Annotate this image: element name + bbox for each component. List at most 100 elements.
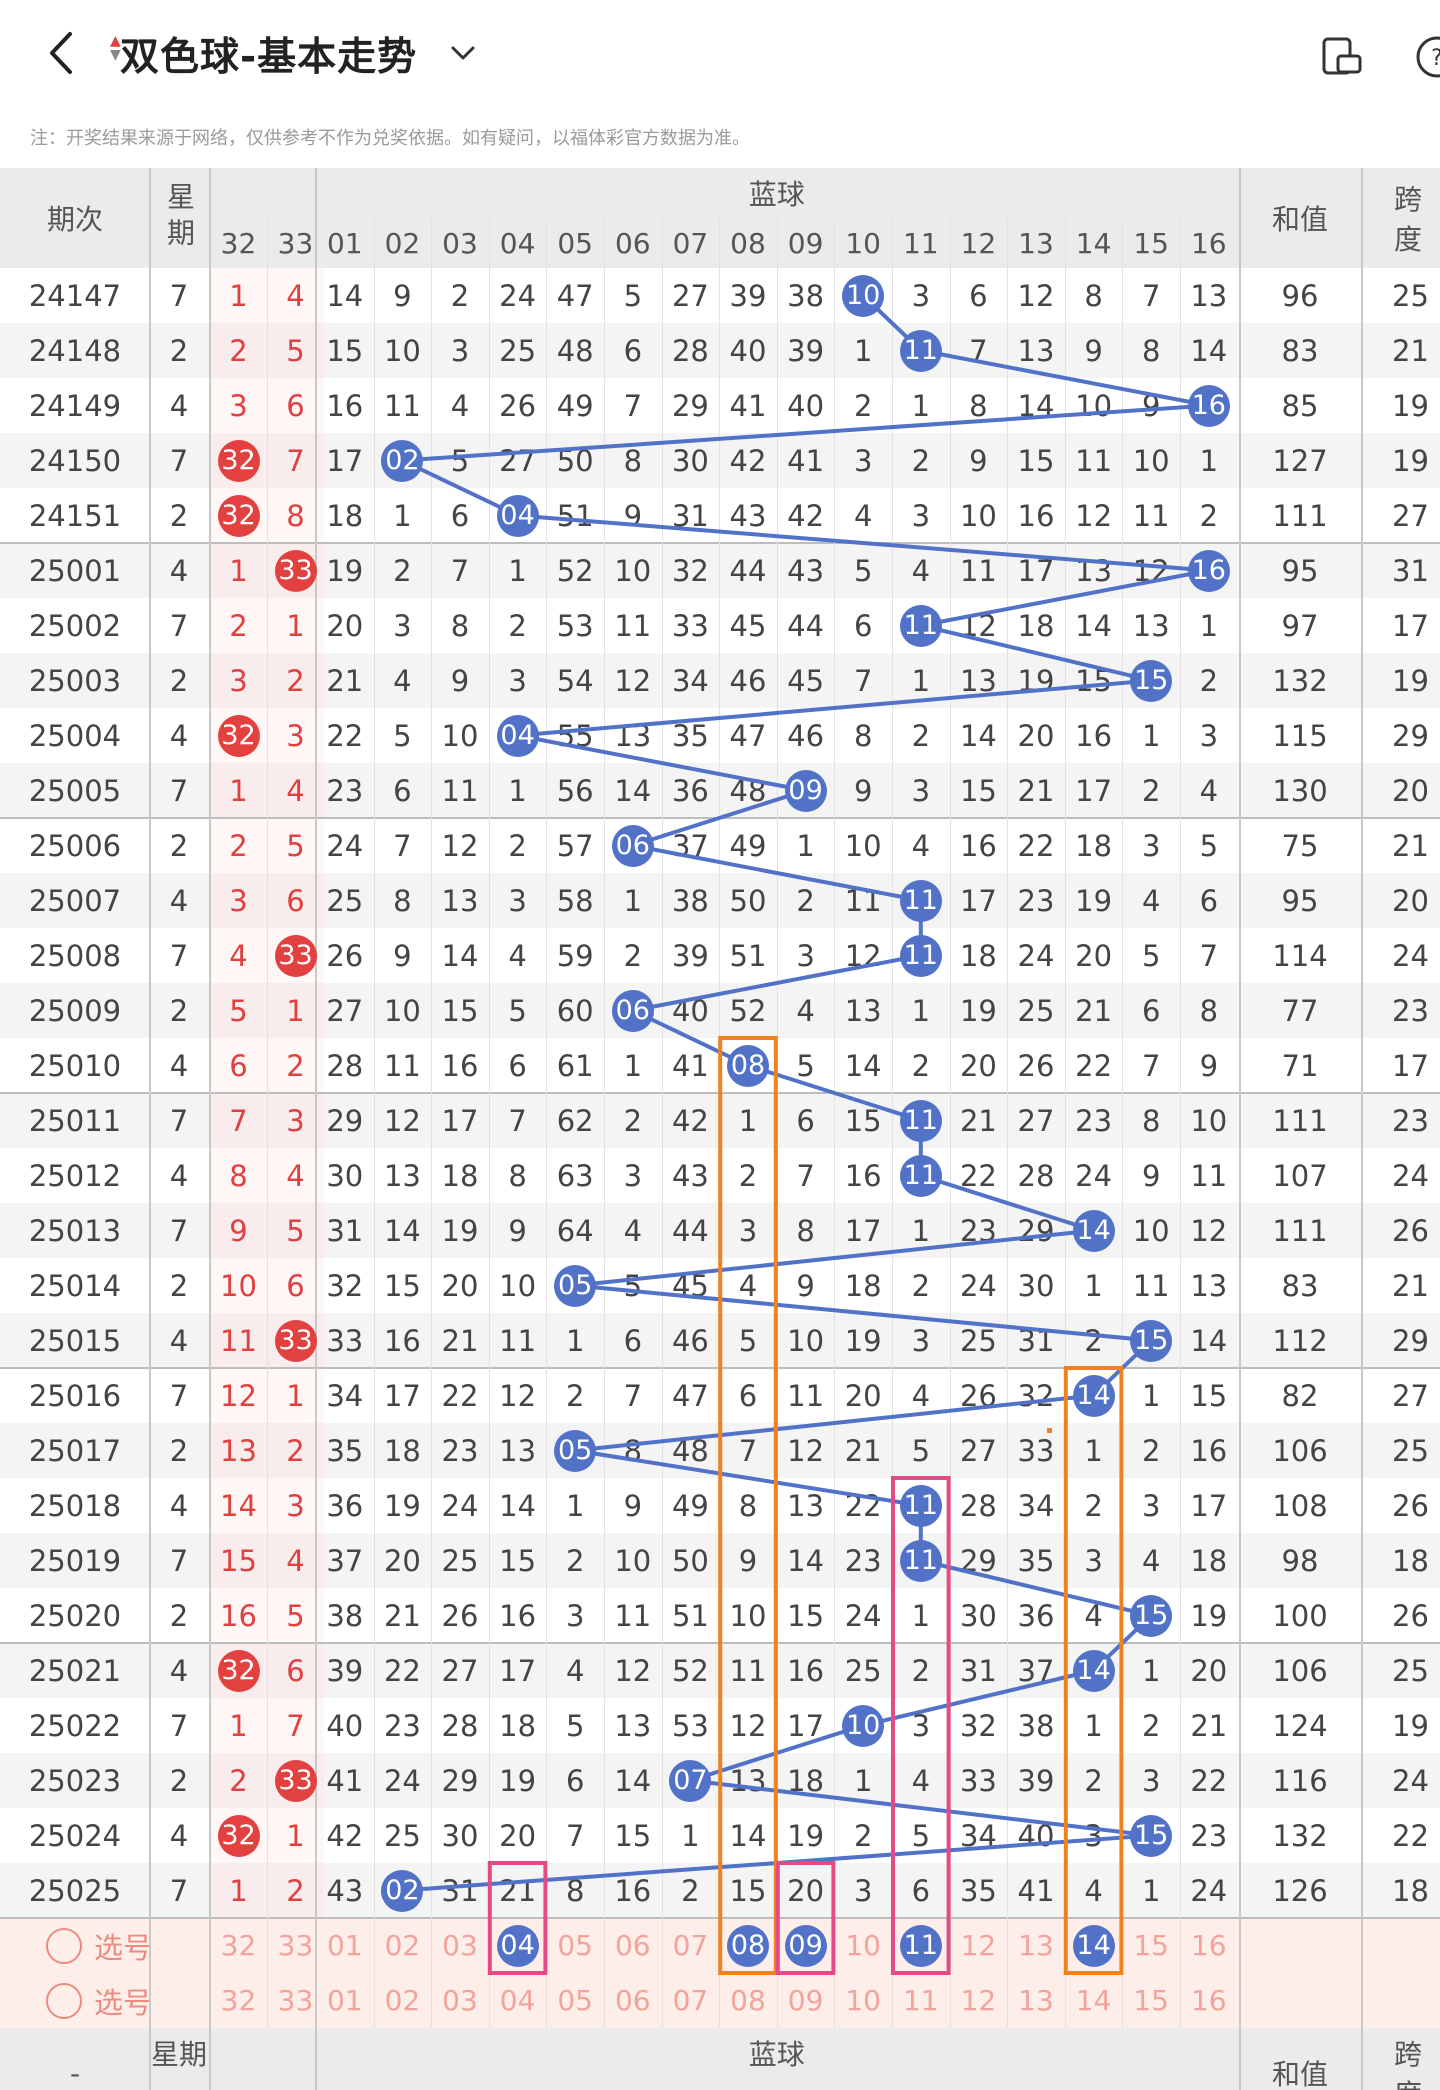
- pick-label-text: 选号: [94, 1985, 153, 2020]
- pick-blue-13[interactable]: 13: [1018, 1929, 1054, 1962]
- weekday: 4: [169, 1323, 189, 1358]
- blue-miss-count: 1: [1199, 608, 1219, 643]
- pick-blue-06[interactable]: 06: [614, 1929, 651, 1962]
- pick-blue-selected[interactable]: 14: [1072, 1924, 1115, 1967]
- pick-selector[interactable]: 选号: [46, 1973, 246, 2028]
- blue-miss-count: 15: [441, 993, 479, 1028]
- pick-blue-10[interactable]: 10: [845, 1984, 881, 2017]
- blue-miss-count: 32: [959, 1708, 997, 1743]
- blue-ball-hit: 11: [899, 1484, 942, 1527]
- pick-blue-selected[interactable]: 11: [899, 1924, 942, 1967]
- blue-ball-hit: 08: [727, 1044, 769, 1087]
- blue-miss-count: 3: [393, 608, 412, 643]
- blue-miss-count: 38: [671, 883, 709, 918]
- blue-miss-count: 18: [499, 1708, 537, 1743]
- blue-miss-count: 11: [614, 1598, 652, 1633]
- blue-miss-count: 41: [671, 1048, 709, 1083]
- blue-miss-count: 2: [911, 443, 931, 478]
- pick-blue-16[interactable]: 16: [1190, 1929, 1227, 1962]
- pick-red-33[interactable]: 33: [277, 1929, 314, 1962]
- pick-red-33[interactable]: 33: [277, 1984, 314, 2017]
- sum-value: 111: [1272, 1213, 1328, 1248]
- weekday: 2: [169, 1268, 189, 1303]
- blue-miss-count: 15: [729, 1873, 767, 1908]
- blue-miss-count: 2: [393, 553, 412, 588]
- red-miss-count: 8: [229, 1158, 248, 1193]
- blue-miss-count: 8: [738, 1488, 758, 1523]
- blue-miss-count: 15: [959, 773, 997, 808]
- pick-blue-02[interactable]: 02: [384, 1984, 421, 2017]
- blue-miss-count: 10: [441, 718, 479, 753]
- sort-arrows-icon[interactable]: ▲ ▼: [110, 33, 121, 63]
- blue-miss-count: 4: [565, 1653, 585, 1688]
- pick-blue-12[interactable]: 12: [960, 1984, 997, 2017]
- issue-number: 25022: [28, 1708, 122, 1743]
- pick-blue-10[interactable]: 10: [845, 1929, 881, 1962]
- pick-blue-16[interactable]: 16: [1190, 1984, 1227, 2017]
- blue-miss-count: 5: [393, 718, 412, 753]
- pick-blue-13[interactable]: 13: [1018, 1984, 1054, 2017]
- pick-blue-02[interactable]: 02: [384, 1929, 421, 1962]
- blue-miss-count: 15: [1190, 1378, 1228, 1413]
- pick-blue-06[interactable]: 06: [614, 1984, 651, 2017]
- chevron-down-icon[interactable]: [446, 36, 480, 70]
- blue-ball-hit: 11: [899, 1154, 942, 1197]
- col-header-span[interactable]: 跨度: [1394, 183, 1423, 256]
- blue-miss-count: 35: [959, 1873, 997, 1908]
- col-header-blue-11: 11: [902, 226, 939, 260]
- blue-miss-count: 10: [959, 498, 997, 533]
- pick-blue-05[interactable]: 05: [557, 1984, 593, 2017]
- pick-blue-selected[interactable]: 08: [727, 1924, 769, 1967]
- pick-blue-12[interactable]: 12: [960, 1929, 997, 1962]
- pick-red-32[interactable]: 32: [220, 1984, 257, 2017]
- pick-blue-11[interactable]: 11: [902, 1984, 939, 2017]
- red-miss-count: 14: [220, 1488, 257, 1523]
- blue-miss-count: 2: [853, 388, 873, 423]
- red-miss-count: 5: [286, 828, 305, 863]
- blue-miss-count: 23: [1075, 1103, 1113, 1138]
- col-header-issue[interactable]: 期次: [46, 203, 103, 236]
- pick-blue-04[interactable]: 04: [499, 1984, 536, 2017]
- pick-blue-selected[interactable]: 04: [496, 1924, 539, 1967]
- blue-miss-count: 20: [787, 1873, 825, 1908]
- blue-miss-count: 15: [844, 1103, 882, 1138]
- blue-miss-count: 9: [969, 443, 988, 478]
- pick-blue-09[interactable]: 09: [787, 1984, 824, 2017]
- blue-miss-count: 34: [959, 1818, 997, 1853]
- span-value: 24: [1392, 938, 1429, 973]
- blue-miss-count: 9: [393, 278, 412, 313]
- blue-miss-count: 14: [383, 1213, 421, 1248]
- blue-miss-count: 2: [508, 608, 527, 643]
- blue-miss-count: 25: [499, 333, 537, 368]
- pick-blue-08[interactable]: 08: [730, 1984, 766, 2017]
- col-header-sum[interactable]: 和值: [1271, 203, 1328, 236]
- pick-red-32[interactable]: 32: [220, 1929, 257, 1962]
- page-title[interactable]: 双色球-基本走势: [120, 35, 418, 80]
- blue-miss-count: 10: [383, 993, 421, 1028]
- blue-miss-count: 31: [671, 498, 709, 533]
- pick-selector[interactable]: 选号: [46, 1918, 246, 1973]
- pick-blue-03[interactable]: 03: [442, 1984, 478, 2017]
- help-icon[interactable]: ?: [1412, 32, 1440, 82]
- pick-blue-14[interactable]: 14: [1075, 1984, 1112, 2017]
- pick-blue-selected[interactable]: 09: [784, 1924, 827, 1967]
- pick-blue-15[interactable]: 15: [1133, 1929, 1169, 1962]
- pick-blue-01[interactable]: 01: [326, 1984, 363, 2017]
- pick-blue-01[interactable]: 01: [326, 1929, 363, 1962]
- pick-blue-03[interactable]: 03: [442, 1929, 478, 1962]
- col-header-blue-01: 01: [326, 226, 363, 260]
- blue-miss-count: 20: [326, 608, 364, 643]
- blue-miss-count: 7: [450, 553, 470, 588]
- blue-ball-hit: 11: [899, 604, 942, 647]
- select-circle-icon[interactable]: [46, 1927, 82, 1964]
- back-arrow-icon[interactable]: [40, 26, 86, 80]
- screen-rotate-icon[interactable]: [1316, 36, 1366, 76]
- select-circle-icon[interactable]: [46, 1982, 82, 2019]
- blue-miss-count: 12: [383, 1103, 421, 1138]
- pick-blue-05[interactable]: 05: [557, 1929, 593, 1962]
- blue-miss-count: 3: [1141, 1488, 1161, 1523]
- pick-blue-15[interactable]: 15: [1133, 1984, 1169, 2017]
- pick-blue-07[interactable]: 07: [672, 1929, 709, 1962]
- pick-blue-07[interactable]: 07: [672, 1984, 709, 2017]
- blue-miss-count: 24: [441, 1488, 479, 1523]
